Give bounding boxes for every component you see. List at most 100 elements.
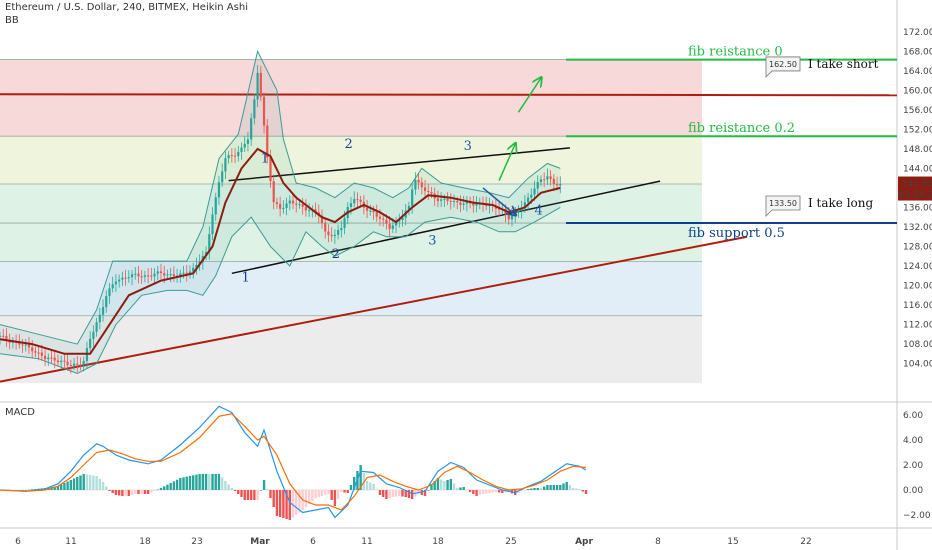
macd-histogram-bar [340,490,343,492]
macd-histogram-bar [491,490,494,493]
macd-histogram-bar [88,475,92,490]
candle-body [407,205,411,211]
candle-body [340,227,343,231]
candle-body [56,360,60,363]
price-tick-label: 148.00 [903,145,932,155]
price-tick-label: 108.00 [903,340,932,350]
candle-body [233,155,237,157]
candle-body [208,234,211,252]
macd-histogram-bar [66,481,69,490]
macd-tick-label: 4.00 [903,436,923,446]
candle-body [452,201,456,203]
macd-histogram-bar [494,490,498,492]
candle-body [269,157,272,182]
candle-body [530,194,533,198]
candle-body [520,208,523,211]
macd-histogram-bar [526,489,530,490]
macd-histogram-bar [169,483,172,490]
candle-body [53,357,56,361]
candle-body [382,218,385,220]
candle-body [536,182,539,189]
macd-histogram-bar [324,490,327,495]
candle-body [443,198,446,200]
macd-histogram-bar [478,490,481,495]
candle-body [153,273,156,277]
fib-band [0,223,702,262]
last-price-badge [898,176,932,201]
price-tick-label: 144.00 [903,164,932,174]
candle-body [211,214,214,235]
macd-histogram-bar [204,474,208,490]
candle-body [262,96,266,126]
fib-band [0,59,702,137]
macd-histogram-bar [504,490,507,493]
time-tick-label: 15 [727,537,738,547]
candle-body [256,72,259,100]
macd-histogram-bar [117,490,121,496]
candle-body [134,273,137,275]
candle-body [108,288,111,297]
indicator-label: BB [5,15,19,26]
macd-histogram-bar [262,480,266,490]
macd-histogram-bar [275,490,279,516]
candle-body [414,179,417,190]
macd-histogram-bar [465,489,469,491]
macd-histogram-bar [140,490,143,494]
macd-histogram-bar [224,481,227,490]
candle-body [349,203,353,207]
candle-body [31,347,34,352]
candle-body [282,207,285,209]
candle-body [188,271,192,274]
candle-body [266,125,269,158]
candle-body [337,230,340,235]
fib-band [0,261,702,316]
candle-body [243,143,246,148]
macd-histogram-bar [523,490,527,491]
candle-body [118,279,121,282]
countdown-label: 02:56:28 [899,191,932,201]
candle-body [5,335,8,340]
macd-histogram-bar [549,485,552,490]
macd-histogram-bar [372,484,375,490]
price-tick-label: 164.00 [903,67,932,77]
candle-body [411,189,414,206]
fib-resistance-02-label: fib reistance 0.2 [688,121,795,136]
price-tick-label: 116.00 [903,301,932,311]
candle-body [224,158,227,172]
trade-arrow-green [517,78,541,113]
candle-body [327,231,330,236]
macd-histogram-bar [343,490,346,493]
candle-body [298,204,301,206]
macd-histogram-bar [433,481,436,490]
macd-histogram-bar [446,480,449,490]
time-tick-label: 6 [15,537,21,547]
price-tick-label: 172.00 [903,28,932,38]
candle-body [18,341,21,345]
price-tick-label: 120.00 [903,282,932,292]
macd-histogram-bar [288,490,291,520]
symbol-title: Ethereum / U.S. Dollar, 240, BITMEX, Hei… [5,2,248,13]
macd-histogram-bar [201,474,205,490]
candle-body [320,215,324,224]
wave-label: 4 [535,203,543,218]
macd-histogram-bar [404,490,407,497]
macd-histogram-bar [520,490,523,491]
candle-body [98,314,101,323]
candle-body [546,176,549,180]
macd-histogram-bar [153,490,156,491]
macd-histogram-bar [468,490,472,492]
trade-arrow-green [498,144,515,181]
candle-body [246,139,250,144]
time-tick-label: 22 [800,537,811,547]
macd-histogram-bar [562,483,565,490]
candle-body [240,147,243,152]
candle-body [543,179,546,181]
candle-body [423,187,427,191]
macd-histogram-bar [546,485,549,490]
macd-histogram-bar [578,489,581,490]
candle-body [34,351,37,353]
macd-histogram-bar [237,490,240,494]
candle-body [24,344,27,346]
macd-histogram-bar [311,490,314,501]
